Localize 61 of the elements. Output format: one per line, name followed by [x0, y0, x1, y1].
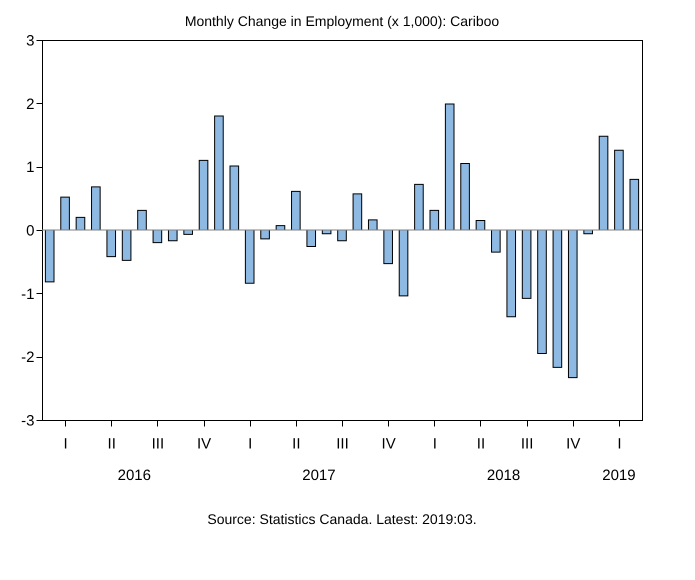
bar — [444, 103, 454, 230]
x-tick-label: II — [108, 436, 116, 452]
bar — [568, 230, 578, 378]
bar — [168, 230, 178, 242]
bar — [522, 230, 532, 299]
bar — [260, 230, 270, 240]
bar — [214, 116, 224, 230]
x-tick-label: III — [336, 436, 349, 452]
y-tick-label: -2 — [21, 349, 34, 366]
bar — [368, 219, 378, 230]
bar — [122, 230, 132, 261]
bar — [60, 196, 70, 230]
x-tick-label: II — [476, 436, 486, 452]
x-tick-label: IV — [566, 436, 580, 452]
bar — [398, 230, 408, 296]
text: 2018 — [486, 467, 520, 484]
text: 2019 — [602, 467, 636, 484]
x-tick-label: IV — [196, 436, 212, 452]
y-tick-label: 0 — [26, 222, 34, 240]
x-tick-label: IV — [382, 436, 396, 452]
bar — [91, 186, 101, 230]
bar — [198, 160, 208, 230]
bar — [152, 230, 162, 244]
bar — [230, 166, 240, 230]
bar — [352, 193, 362, 230]
y-tick-label: 2 — [26, 96, 34, 113]
bar — [537, 230, 547, 354]
bar — [337, 230, 347, 242]
bar — [506, 230, 516, 318]
bar — [306, 230, 316, 247]
bar — [44, 230, 54, 282]
bar — [430, 210, 440, 230]
bar — [598, 136, 608, 230]
bar — [491, 230, 501, 253]
bar — [76, 216, 86, 230]
x-tick-label: III — [520, 436, 534, 452]
y-tick-label: 1 — [26, 159, 34, 176]
bar — [106, 230, 116, 258]
bar — [552, 230, 562, 368]
x-tick-label: III — [152, 436, 164, 452]
bar — [414, 184, 424, 230]
bar — [383, 230, 393, 264]
bar — [244, 230, 254, 284]
source-note: Source: Statistics Canada. Latest: 2019:03. — [207, 511, 477, 527]
y-tick-label: 3 — [26, 32, 34, 50]
x-tick-label: I — [432, 436, 437, 452]
x-tick-label: I — [617, 436, 622, 452]
x-tick-label: I — [63, 436, 68, 452]
text: 2016 — [118, 467, 151, 484]
bar — [614, 150, 624, 230]
y-tick-label: -1 — [21, 286, 34, 303]
bar — [460, 163, 470, 230]
y-tick-label: -3 — [21, 412, 34, 430]
bar — [476, 220, 486, 230]
x-tick-label: II — [292, 436, 301, 452]
bar — [291, 190, 301, 230]
chart-title: Monthly Change in Employment (x 1,000): Cariboo — [184, 13, 500, 29]
text: 2017 — [302, 467, 336, 484]
bar — [630, 178, 640, 230]
bar — [137, 210, 147, 230]
x-tick-label: I — [248, 436, 252, 452]
